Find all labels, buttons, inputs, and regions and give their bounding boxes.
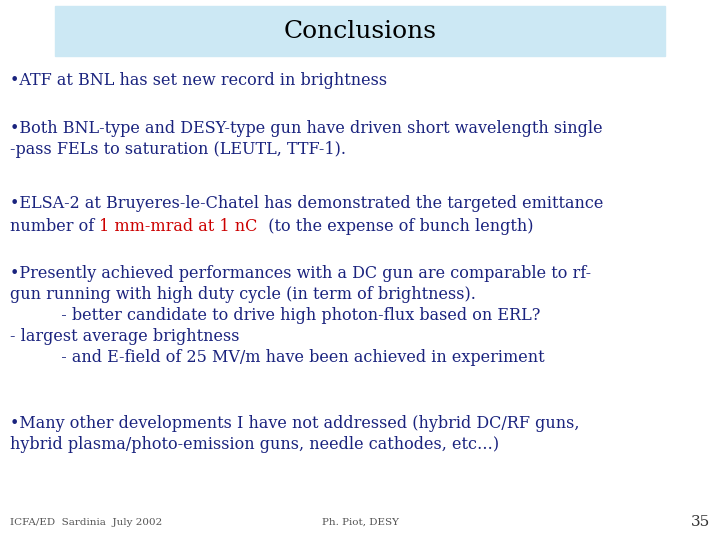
Text: •ELSA-2 at Bruyeres-le-Chatel has demonstrated the targeted emittance: •ELSA-2 at Bruyeres-le-Chatel has demons… xyxy=(10,195,603,212)
Text: Conclusions: Conclusions xyxy=(284,19,436,43)
Text: •Many other developments I have not addressed (hybrid DC/RF guns,
hybrid plasma/: •Many other developments I have not addr… xyxy=(10,415,580,453)
Text: (to the expense of bunch length): (to the expense of bunch length) xyxy=(258,218,534,235)
FancyBboxPatch shape xyxy=(55,6,665,56)
Text: number of: number of xyxy=(10,218,99,235)
Text: 1 mm-mrad at 1 nC: 1 mm-mrad at 1 nC xyxy=(99,218,258,235)
Text: ICFA/ED  Sardinia  July 2002: ICFA/ED Sardinia July 2002 xyxy=(10,518,162,527)
Text: •Presently achieved performances with a DC gun are comparable to rf-
gun running: •Presently achieved performances with a … xyxy=(10,265,591,366)
Text: •Both BNL-type and DESY-type gun have driven short wavelength single
-pass FELs : •Both BNL-type and DESY-type gun have dr… xyxy=(10,120,603,158)
Text: •ATF at BNL has set new record in brightness: •ATF at BNL has set new record in bright… xyxy=(10,72,387,89)
Text: Ph. Piot, DESY: Ph. Piot, DESY xyxy=(322,518,398,527)
Text: 35: 35 xyxy=(690,515,710,529)
